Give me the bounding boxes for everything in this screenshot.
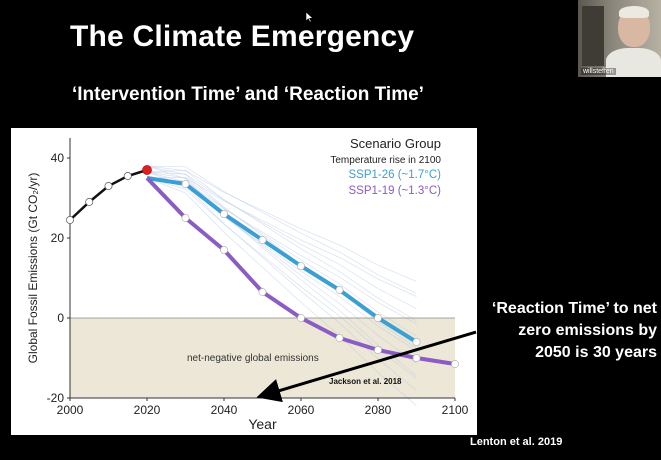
data-point [297,314,305,322]
x-tick-label: 2100 [442,403,469,417]
legend-title: Scenario Group [350,136,441,151]
participant-name: willsteffen [581,68,616,75]
data-point [451,360,459,368]
video-person-hair [619,6,649,18]
background-scenario-line [146,177,417,325]
y-axis-label: Global Fossil Emissions (Gt CO₂/yr) [26,173,40,364]
historical-line [69,168,148,221]
x-tick-label: 2080 [365,403,392,417]
y-axis-ticks: -20 0 20 40 [47,151,70,405]
data-point [335,334,344,342]
background-scenario-line [146,171,417,337]
background-scenario-line [146,165,417,322]
data-point [220,210,228,218]
historical-point [104,182,113,190]
slide-subtitle: ‘Intervention Time’ and ‘Reaction Time’ [72,84,424,105]
video-bookshelf [582,6,604,66]
historical-point [123,172,132,180]
historical-point [85,198,94,206]
data-point [220,246,228,254]
data-point [181,180,190,188]
x-tick-label: 2020 [134,403,161,417]
y-tick-label: -20 [47,391,65,405]
slide-title: The Climate Emergency [70,20,415,53]
data-point [297,262,305,270]
background-scenario-line [146,171,417,310]
data-point [181,214,190,222]
scenario-background-lines [146,165,417,406]
background-scenario-line [146,169,417,282]
x-tick-label: 2060 [288,403,315,417]
legend-entry-ssp126: SSP1-26 (~1.7°C) [349,169,442,181]
legend-subtitle: Temperature rise in 2100 [330,155,441,166]
source-credit: Lenton et al. 2019 [470,436,563,448]
net-negative-label: net-negative global emissions [187,353,319,364]
emissions-chart: 2000 2020 2040 2060 2080 2100 -20 0 20 40 Year G… [11,128,477,435]
jackson-annotation: Jackson et al. 2018 [329,377,402,386]
data-point [258,288,267,296]
data-point [258,236,267,244]
x-tick-label: 2000 [57,403,84,417]
legend-entry-ssp119: SSP1-19 (~1.3°C) [349,185,442,197]
y-tick-label: 20 [51,231,65,245]
y-tick-label: 40 [51,151,65,165]
background-scenario-line [146,165,417,349]
x-axis-ticks: 2000 2020 2040 2060 2080 2100 [57,398,469,417]
historical-point [66,216,74,224]
legend: Scenario Group Temperature rise in 2100 … [330,136,441,197]
mouse-cursor-icon [306,12,314,22]
x-axis-label: Year [248,416,277,432]
data-point [335,286,344,294]
background-scenario-line [146,165,417,294]
participant-video-tile[interactable]: willsteffen [578,0,661,77]
reaction-time-note: ‘Reaction Time’ to net zero emissions by… [491,300,657,361]
x-tick-label: 2040 [211,403,238,417]
data-point [374,314,382,322]
data-point [412,354,421,362]
background-scenario-line [146,177,417,297]
current-year-point [142,165,152,175]
data-point [374,346,382,354]
y-tick-label: 0 [57,311,64,325]
data-point [412,338,421,346]
series-line-ssp126 [146,176,418,344]
video-person-body [606,48,661,77]
